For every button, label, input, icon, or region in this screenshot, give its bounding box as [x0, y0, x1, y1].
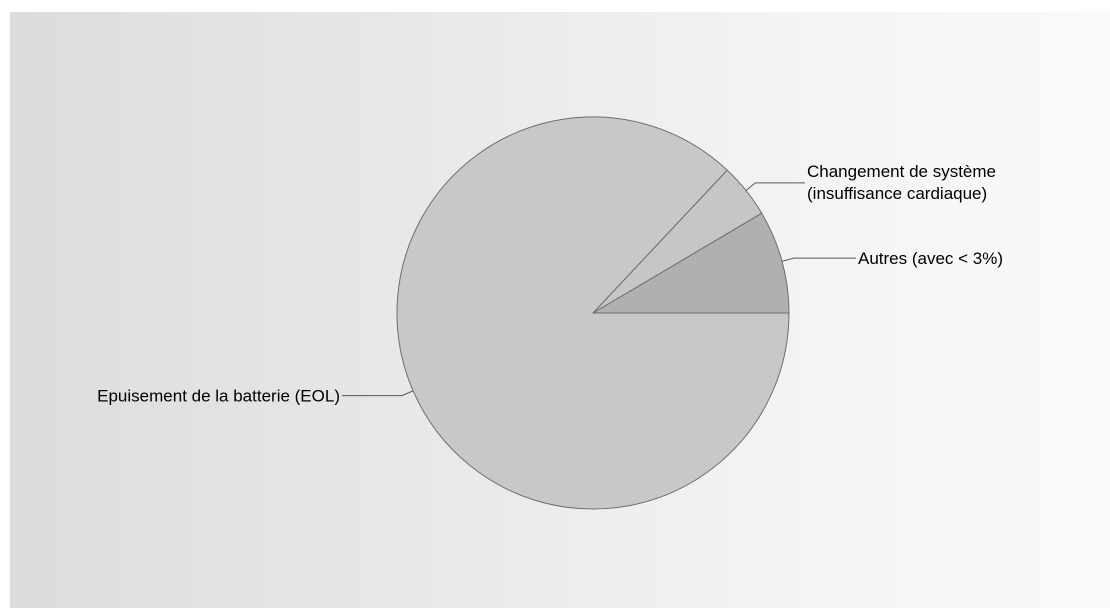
- leader-line-3: [342, 390, 414, 397]
- pie-slice-1[interactable]: [591, 212, 790, 314]
- leader-line-2: [745, 182, 805, 191]
- labels-layer: Autres (avec < 3%) Changement de système (…: [97, 162, 1003, 406]
- pie-slice-3[interactable]: [396, 116, 790, 510]
- chart-area: Autres (avec < 3%) Changement de système (…: [10, 12, 1110, 608]
- slice-label-2-line-1: Changement de système: [807, 162, 996, 181]
- pie-chart: Autres (avec < 3%) Changement de système (…: [97, 116, 1003, 510]
- slices-layer: [396, 116, 790, 510]
- slice-label-1: Autres (avec < 3%): [858, 249, 1003, 268]
- leader-line-1: [781, 257, 856, 262]
- slice-label-3: Epuisement de la batterie (EOL): [97, 387, 340, 406]
- slice-label-2-line-2: (insuffisance cardiaque): [807, 184, 987, 203]
